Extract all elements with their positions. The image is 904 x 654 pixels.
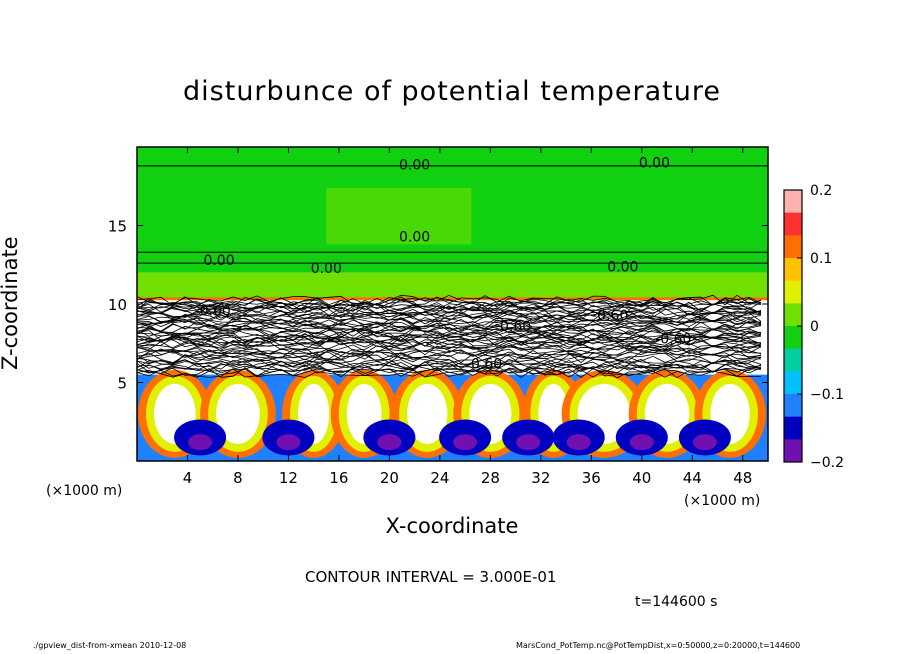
x-tick-label: 28 [481, 469, 500, 487]
colorbar-swatch [784, 280, 802, 304]
colorbar-tick-label: −0.1 [810, 387, 844, 403]
y-tick-label: 10 [108, 296, 127, 314]
upper-patch [326, 187, 472, 245]
contour-label: 0.00 [399, 229, 430, 245]
contour-line [137, 327, 762, 338]
cold-core [188, 434, 213, 451]
contour-line [137, 336, 762, 347]
x-tick-label: 36 [582, 469, 601, 487]
colorbar-swatch [784, 439, 802, 463]
x-tick-label: 40 [632, 469, 651, 487]
contour-line [137, 332, 762, 344]
contour-line [137, 314, 762, 325]
contour-line [137, 332, 762, 343]
cold-core [276, 434, 301, 451]
plume-core [216, 383, 260, 444]
contour-line [137, 341, 762, 352]
colorbar-tick-label: −0.2 [810, 455, 844, 471]
x-tick-label: 12 [279, 469, 298, 487]
contour-line [137, 350, 762, 361]
contour-line [137, 309, 762, 321]
contour-line [137, 309, 762, 321]
colorbar-swatch [784, 190, 802, 214]
contour-label: -0.60 [655, 332, 691, 348]
x-unit-label-right: (×1000 m) [684, 493, 761, 509]
footer-data-source: MarsCond_PotTemp.nc@PotTempDist,x=0:5000… [516, 641, 801, 650]
colorbar-tick-label: 0 [810, 319, 819, 335]
contour-lines: 0.00 0.00 0.00 0.00 0.00 0.00 -0.60 -0.60 -0.60 -… [137, 156, 768, 379]
contour-label: 0.00 [311, 261, 342, 277]
colorbar-swatch [784, 212, 802, 236]
x-tick-label: 44 [683, 469, 702, 487]
contour-label: 0.00 [639, 156, 670, 172]
contour-label: 0.60 [500, 319, 531, 335]
contour-label: -0.60 [592, 308, 628, 324]
field-red-line [137, 297, 768, 301]
footer-script-name: ./gpview_dist-from-xmean 2010-12-08 [33, 641, 187, 650]
contour-line [137, 358, 762, 369]
colorbar-swatch [784, 258, 802, 282]
cold-core [629, 434, 654, 451]
contour-label: 0.00 [399, 157, 430, 173]
x-tick-label: 20 [380, 469, 399, 487]
contour-line [137, 367, 762, 378]
y-tick-label: 5 [117, 375, 127, 393]
plume-core [407, 383, 448, 444]
x-tick-label: 4 [183, 469, 193, 487]
contour-line [137, 308, 762, 319]
colorbar-swatch [784, 235, 802, 259]
cold-core [377, 434, 402, 451]
x-tick-label: 32 [531, 469, 550, 487]
contour-line [137, 299, 762, 310]
y-axis-label: Z-coordinate [0, 236, 22, 370]
cold-core [516, 434, 541, 451]
contour-line [137, 317, 762, 328]
plot-field [137, 147, 768, 461]
colorbar-swatch [784, 394, 802, 418]
contour-line [137, 368, 762, 379]
y-tick-label: 15 [108, 218, 127, 236]
contour-line [137, 318, 762, 330]
contour-interval-label: CONTOUR INTERVAL = 3.000E-01 [305, 568, 557, 586]
contour-line [137, 296, 762, 308]
x-unit-label-left: (×1000 m) [46, 483, 123, 499]
chart-title: disturbunce of potential temperature [183, 76, 721, 107]
x-tick-label: 8 [233, 469, 243, 487]
time-label: t=144600 s [635, 594, 718, 610]
colorbar-swatch [784, 416, 802, 440]
x-axis-label: X-coordinate [385, 514, 519, 538]
contour-label: 0.00 [203, 253, 234, 269]
contour-label: -0.60 [466, 357, 502, 373]
x-tick-label: 24 [430, 469, 449, 487]
colorbar: 0.2 0.1 0 −0.1 −0.2 [783, 183, 844, 471]
contour-line [137, 325, 762, 337]
contour-line [137, 305, 762, 316]
colorbar-swatch [784, 303, 802, 327]
contour-line [137, 301, 762, 312]
cold-core [566, 434, 591, 451]
field-band [137, 272, 768, 300]
contour-line [137, 362, 762, 374]
contour-line [137, 340, 762, 352]
contour-line [137, 300, 762, 312]
contour-line [137, 294, 762, 306]
cold-core [692, 434, 717, 451]
contour-line [137, 367, 762, 378]
colorbar-tick-label: 0.2 [810, 183, 832, 199]
contour-line [137, 358, 762, 370]
cold-core [453, 434, 478, 451]
contour-label: 0.00 [607, 259, 638, 275]
colorbar-swatch [784, 371, 802, 395]
colorbar-tick-label: 0.1 [810, 251, 832, 267]
contour-line [137, 322, 762, 334]
contour-label: -0.60 [195, 303, 231, 319]
x-tick-label: 16 [329, 469, 348, 487]
colorbar-swatch [784, 348, 802, 372]
x-tick-label: 48 [733, 469, 752, 487]
colorbar-swatch [784, 326, 802, 350]
